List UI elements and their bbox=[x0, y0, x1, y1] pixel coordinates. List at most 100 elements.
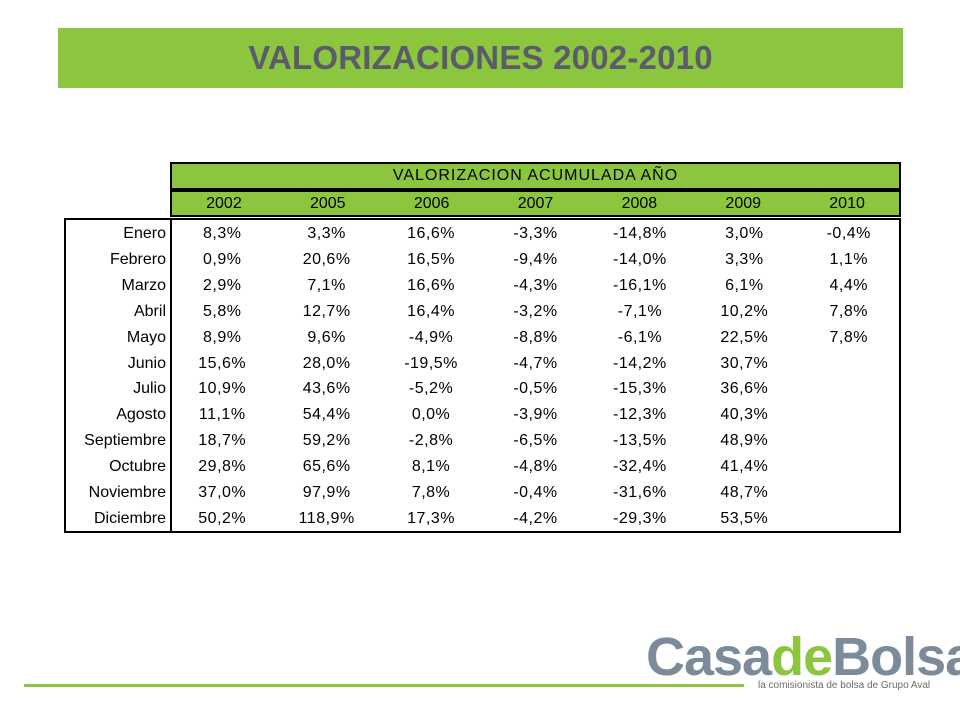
table-cell: 65,6% bbox=[302, 458, 351, 476]
table-cell: 40,3% bbox=[720, 406, 769, 424]
month-label: Abril bbox=[133, 302, 166, 320]
table-cell: -14,2% bbox=[613, 354, 667, 372]
table-cell: -4,3% bbox=[513, 276, 558, 294]
table-cell: 0,0% bbox=[411, 406, 451, 424]
table-row: Mayo 8,9% 9,6% -4,9% -8,8% -6,1% 22,5% 7,8% bbox=[64, 325, 901, 351]
month-label: Julio bbox=[133, 380, 166, 398]
year-header-2002: 2002 bbox=[206, 194, 242, 212]
table-cell: 18,7% bbox=[198, 432, 247, 450]
row-values: 18,7% 59,2% -2,8% -6,5% -13,5% 48,9% bbox=[170, 428, 901, 454]
table-cell: -4,2% bbox=[513, 509, 558, 527]
table-row: Diciembre 50,2% 118,9% 17,3% -4,2% -29,3% 53,5… bbox=[64, 506, 901, 532]
table-cell: 15,6% bbox=[198, 354, 247, 372]
table-cell: 17,3% bbox=[407, 509, 455, 527]
table-cell: 7,8% bbox=[411, 484, 451, 501]
month-label: Enero bbox=[123, 225, 166, 242]
table-cell: -6,1% bbox=[617, 328, 663, 346]
table-cell: 22,5% bbox=[720, 328, 769, 346]
month-label: Diciembre bbox=[93, 509, 166, 527]
table-cell: 5,8% bbox=[202, 302, 242, 320]
table-cell bbox=[797, 506, 901, 532]
table-cell: 59,2% bbox=[302, 432, 351, 450]
table-cell: 118,9% bbox=[298, 509, 355, 527]
table-cell: -6,5% bbox=[513, 432, 558, 450]
row-values: 37,0% 97,9% 7,8% -0,4% -31,6% 48,7% bbox=[170, 480, 901, 506]
table-cell bbox=[797, 480, 901, 506]
page-title: VALORIZACIONES 2002-2010 bbox=[248, 39, 713, 76]
table-cell: 41,4% bbox=[720, 458, 769, 476]
row-values: 2,9% 7,1% 16,6% -4,3% -16,1% 6,1% 4,4% bbox=[170, 273, 901, 299]
table-cell: 4,4% bbox=[829, 276, 868, 294]
year-header-row: 2002 2005 2006 2007 2008 2009 2010 bbox=[170, 190, 901, 217]
table-cell: -2,8% bbox=[408, 432, 454, 450]
row-values: 50,2% 118,9% 17,3% -4,2% -29,3% 53,5% bbox=[170, 506, 901, 532]
table-cell: -3,3% bbox=[513, 225, 558, 242]
month-column-frame bbox=[64, 218, 171, 533]
table-cell: 54,4% bbox=[302, 406, 351, 424]
table-cell: 9,6% bbox=[307, 328, 346, 346]
table-cell: -14,0% bbox=[613, 250, 667, 268]
table-cell: 50,2% bbox=[198, 509, 247, 527]
table-cell bbox=[797, 428, 901, 454]
table-cell: -0,5% bbox=[513, 380, 558, 398]
table-row: Octubre 29,8% 65,6% 8,1% -4,8% -32,4% 41,4% bbox=[64, 454, 901, 480]
row-values: 8,9% 9,6% -4,9% -8,8% -6,1% 22,5% 7,8% bbox=[170, 325, 901, 351]
year-header-2005: 2005 bbox=[309, 194, 346, 212]
table-row: Abril 5,8% 12,7% 16,4% -3,2% -7,1% 10,2% 7,8% bbox=[64, 299, 901, 325]
table-cell: 30,7% bbox=[720, 354, 769, 372]
table-row: Junio 15,6% 28,0% -19,5% -4,7% -14,2% 30,7% bbox=[64, 351, 901, 377]
table-cell: 3,3% bbox=[725, 250, 764, 268]
row-values: 0,9% 20,6% 16,5% -9,4% -14,0% 3,3% 1,1% bbox=[170, 247, 901, 273]
table-cell bbox=[797, 351, 901, 377]
table-cell: -19,5% bbox=[404, 354, 458, 372]
table-cell: 29,8% bbox=[198, 458, 247, 476]
table-cell: 48,9% bbox=[720, 432, 769, 450]
table-cell: 7,8% bbox=[829, 302, 868, 320]
table-cell: 2,9% bbox=[202, 276, 242, 294]
table-cell: -32,4% bbox=[613, 458, 667, 476]
table-cell: 8,3% bbox=[202, 225, 242, 242]
title-banner: VALORIZACIONES 2002-2010 bbox=[58, 28, 903, 88]
table-cell bbox=[797, 376, 901, 402]
table-cell: 7,1% bbox=[307, 276, 346, 294]
table-row: Marzo 2,9% 7,1% 16,6% -4,3% -16,1% 6,1% 4,4% bbox=[64, 273, 901, 299]
logo-tagline: la comisionista de bolsa de Grupo Aval bbox=[758, 680, 931, 691]
table-cell: -15,3% bbox=[613, 380, 667, 398]
table-row: Agosto 11,1% 54,4% 0,0% -3,9% -12,3% 40,3% bbox=[64, 402, 901, 428]
table-cell: 12,7% bbox=[302, 302, 351, 320]
month-label: Agosto bbox=[116, 406, 166, 424]
table-group-header: VALORIZACION ACUMULADA AÑO bbox=[170, 162, 901, 190]
table-cell: 1,1% bbox=[829, 250, 868, 268]
table-cell: 16,5% bbox=[407, 250, 455, 268]
month-label: Noviembre bbox=[88, 484, 166, 501]
row-values: 11,1% 54,4% 0,0% -3,9% -12,3% 40,3% bbox=[170, 402, 901, 428]
row-values: 5,8% 12,7% 16,4% -3,2% -7,1% 10,2% 7,8% bbox=[170, 299, 901, 325]
year-header-2006: 2006 bbox=[413, 194, 450, 212]
logo-part-casa: Casa bbox=[646, 627, 772, 687]
table-cell: 16,6% bbox=[407, 276, 455, 294]
year-header-2007: 2007 bbox=[517, 194, 554, 212]
bottom-divider bbox=[24, 684, 744, 687]
table-row: Enero 8,3% 3,3% 16,6% -3,3% -14,8% 3,0% -0,4% bbox=[64, 221, 901, 247]
table-cell: -14,8% bbox=[613, 225, 667, 242]
table-cell: 3,3% bbox=[307, 225, 346, 242]
table-cell: 36,6% bbox=[720, 380, 769, 398]
row-values: 29,8% 65,6% 8,1% -4,8% -32,4% 41,4% bbox=[170, 454, 901, 480]
month-label: Octubre bbox=[109, 458, 166, 476]
logo-part-de: de bbox=[771, 627, 833, 687]
table-cell: -31,6% bbox=[613, 484, 667, 501]
table-cell: -29,3% bbox=[613, 509, 667, 527]
table-cell: 28,0% bbox=[302, 354, 351, 372]
table-cell: -9,4% bbox=[513, 250, 558, 268]
table-cell: -4,9% bbox=[408, 328, 454, 346]
table-row: Julio 10,9% 43,6% -5,2% -0,5% -15,3% 36,6% bbox=[64, 376, 901, 402]
table-cell bbox=[797, 402, 901, 428]
month-label: Septiembre bbox=[84, 432, 166, 450]
table-cell: -12,3% bbox=[613, 406, 667, 424]
table-cell: -5,2% bbox=[408, 380, 454, 398]
table-cell: -0,4% bbox=[513, 484, 558, 501]
table-cell: 10,2% bbox=[720, 302, 769, 320]
year-header-2009: 2009 bbox=[725, 194, 762, 212]
table-cell: 97,9% bbox=[302, 484, 351, 501]
table-row: Noviembre 37,0% 97,9% 7,8% -0,4% -31,6% 48,7% bbox=[64, 480, 901, 506]
